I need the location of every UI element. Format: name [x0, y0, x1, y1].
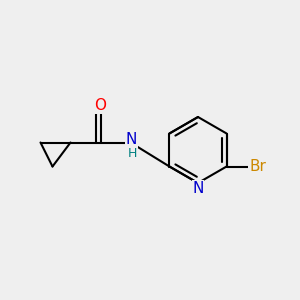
Text: O: O	[94, 98, 106, 113]
Text: N: N	[125, 132, 137, 147]
Text: N: N	[192, 181, 204, 196]
Text: Br: Br	[249, 159, 266, 174]
Text: H: H	[128, 147, 138, 161]
